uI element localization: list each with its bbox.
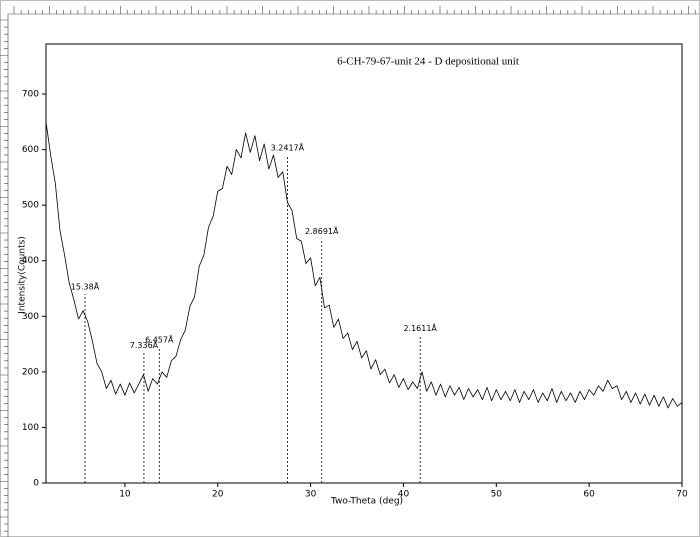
x-tick-label: 30 [305,490,317,500]
x-tick-label: 50 [491,490,503,500]
peak-label: 2.8691Å [305,225,339,236]
chart-title: 6-CH-79-67-unit 24 - D depositional unit [337,56,519,68]
x-axis-label: Two-Theta (deg) [330,497,403,507]
x-tick-label: 70 [676,490,688,500]
data-line [45,121,683,409]
peak-label: 15.38Å [71,281,100,292]
y-tick-label: 200 [22,367,39,377]
y-tick-label: 500 [22,201,39,211]
y-tick-label: 700 [22,90,39,100]
y-tick-label: 0 [33,479,39,489]
peak-label: 7.336Å [130,339,159,350]
x-tick-label: 10 [119,490,131,500]
peak-label: 6.457Å [145,333,174,344]
plot-frame [45,43,683,484]
x-tick-label: 40 [398,490,410,500]
y-tick-label: 100 [22,423,39,433]
y-axis-label: Intensity(Counts) [18,236,28,314]
y-tick-label: 600 [22,145,39,155]
peak-label: 2.1611Å [403,322,437,333]
x-tick-label: 20 [212,490,224,500]
peak-label: 3.2417Å [271,142,305,153]
y-tick-label: 400 [22,256,39,266]
y-tick-label: 300 [22,312,39,322]
ruler [0,6,699,537]
x-tick-label: 60 [583,490,595,500]
ruler-ticks [0,6,699,537]
